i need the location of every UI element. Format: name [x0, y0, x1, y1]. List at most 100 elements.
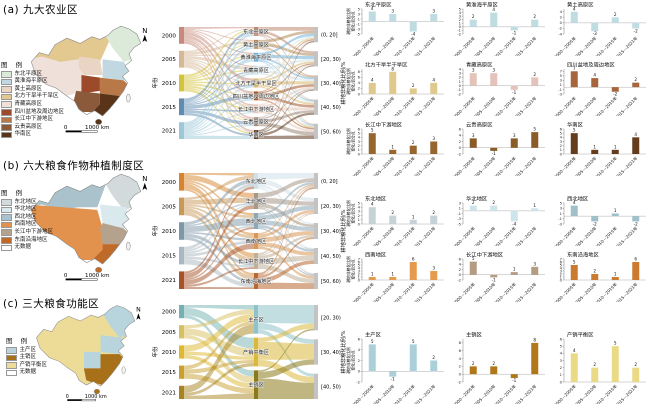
bar — [591, 78, 599, 88]
sankey-flow — [258, 209, 314, 238]
sankey-flow — [258, 30, 314, 54]
sankey-flow — [184, 66, 254, 133]
legend-item: 产销平衡区 — [6, 362, 90, 370]
north-arrow-icon — [142, 182, 148, 191]
y-tick-label: 0 — [358, 278, 361, 282]
legend-swatch — [1, 229, 12, 236]
legend-item: 黄淮海平原区 — [1, 78, 85, 86]
y-tick-label: 5 — [358, 263, 361, 267]
y-tick-label: 7 — [560, 257, 563, 261]
map-region — [83, 351, 101, 369]
y-tick-label: 2 — [358, 144, 360, 148]
bar — [531, 266, 539, 275]
legend-label: 无数据 — [19, 369, 37, 376]
sankey-flow — [184, 227, 254, 281]
x-tick-label: 2015—2021年 — [412, 225, 437, 246]
taiwan-island — [126, 93, 131, 103]
region-node — [254, 233, 258, 249]
bar — [368, 82, 376, 94]
range-label: [40, 50) — [321, 105, 341, 111]
map-region — [73, 90, 100, 112]
y-tick-label: 6 — [358, 127, 361, 131]
sankey-flow — [258, 86, 314, 108]
scalebar-seg — [81, 278, 98, 281]
year-node — [179, 305, 184, 319]
bar-value: 1 — [533, 203, 536, 208]
bar — [611, 149, 619, 154]
y-tick-label: 3 — [358, 140, 361, 144]
sankey-value-axis-label: 耕地非粮化比例/% — [339, 209, 347, 252]
bar-value: 3 — [391, 9, 394, 14]
bar-value: 4 — [634, 132, 637, 137]
bar — [409, 344, 417, 372]
sankey-flow — [184, 183, 254, 250]
y-tick-label: -1 — [356, 22, 360, 26]
sankey-flow — [258, 207, 314, 250]
chart-b-西北地区: -3 -1 1 3 5 4 2000—2005年 -2 2005—2010年 1 2010—2015… — [548, 194, 649, 250]
bar — [469, 261, 477, 275]
bar — [611, 87, 619, 92]
legend-label: 东南沿海地区 — [14, 236, 48, 243]
year-label: 2021 — [162, 390, 177, 396]
bar — [531, 208, 539, 211]
legend-swatch — [1, 86, 12, 93]
chart-y-axis-label: 耕地非粮化比例 — [346, 347, 351, 374]
y-tick-label: -1 — [457, 88, 461, 92]
y-tick-label: 0 — [358, 152, 361, 156]
x-tick-label: 2015—2021年 — [614, 383, 639, 404]
region-node — [254, 337, 258, 367]
legend-swatch — [1, 131, 12, 139]
y-tick-label: 4 — [560, 136, 563, 140]
chart-title: 黄土高原区 — [567, 1, 594, 9]
y-tick-label: 0 — [459, 25, 462, 29]
legend-label: 华北地区 — [14, 206, 37, 213]
bar-value: 2 — [634, 77, 637, 82]
bar-value: 5 — [472, 256, 475, 261]
region-node-label: 云贵高原区 — [243, 118, 269, 126]
chart-y-axis-label: 耕地非粮化比例 — [346, 68, 351, 95]
y-tick-label: -2 — [457, 152, 461, 156]
taiwan-island — [126, 241, 131, 251]
chart-y-axis-label: 耕地非粮化比例 — [346, 128, 351, 155]
x-tick-label: 2000—2005年 — [451, 95, 476, 116]
bar — [469, 73, 477, 86]
x-tick-label: 2010—2015年 — [593, 95, 618, 116]
year-node — [179, 50, 184, 68]
y-tick-label: 0 — [459, 146, 462, 150]
bar-value: 1 — [614, 208, 617, 213]
map-region — [99, 223, 129, 245]
sankey-flow — [258, 186, 314, 249]
y-tick-label: 4 — [358, 348, 361, 352]
y-tick-label: 7 — [358, 257, 361, 261]
scale-zero: 0 — [64, 125, 68, 131]
sankey-flow — [184, 240, 254, 257]
bar — [570, 265, 578, 280]
sankey-flow — [258, 122, 314, 136]
bar-value: -1 — [492, 277, 497, 282]
sankey-flow — [258, 36, 314, 68]
bar-value: 2 — [593, 362, 596, 367]
bar — [490, 73, 498, 86]
y-tick-label: 3 — [459, 71, 462, 75]
sankey-flow — [258, 63, 314, 94]
bar — [510, 26, 518, 31]
sankey-flow — [258, 212, 314, 256]
x-tick-label: 2005—2010年 — [472, 155, 497, 176]
year-label: 2021 — [162, 278, 177, 284]
china-outline — [30, 173, 142, 265]
sankey-flow — [184, 324, 254, 393]
scalebar-seg — [65, 130, 82, 133]
x-tick-label: 2010—2015年 — [593, 155, 618, 176]
year-node — [179, 197, 184, 216]
bar-value: 4 — [593, 73, 596, 78]
sankey-flow — [184, 83, 254, 96]
y-tick-label: 4 — [459, 11, 462, 15]
y-tick-label: 2 — [358, 87, 360, 91]
bar — [409, 88, 417, 94]
y-tick-label: 5 — [560, 263, 563, 267]
x-tick-label: 2000—2005年 — [552, 35, 577, 56]
legend-swatch — [1, 101, 12, 108]
bar — [591, 367, 599, 382]
x-tick-label: 2015—2021年 — [614, 95, 639, 116]
sankey-flow — [258, 74, 314, 127]
